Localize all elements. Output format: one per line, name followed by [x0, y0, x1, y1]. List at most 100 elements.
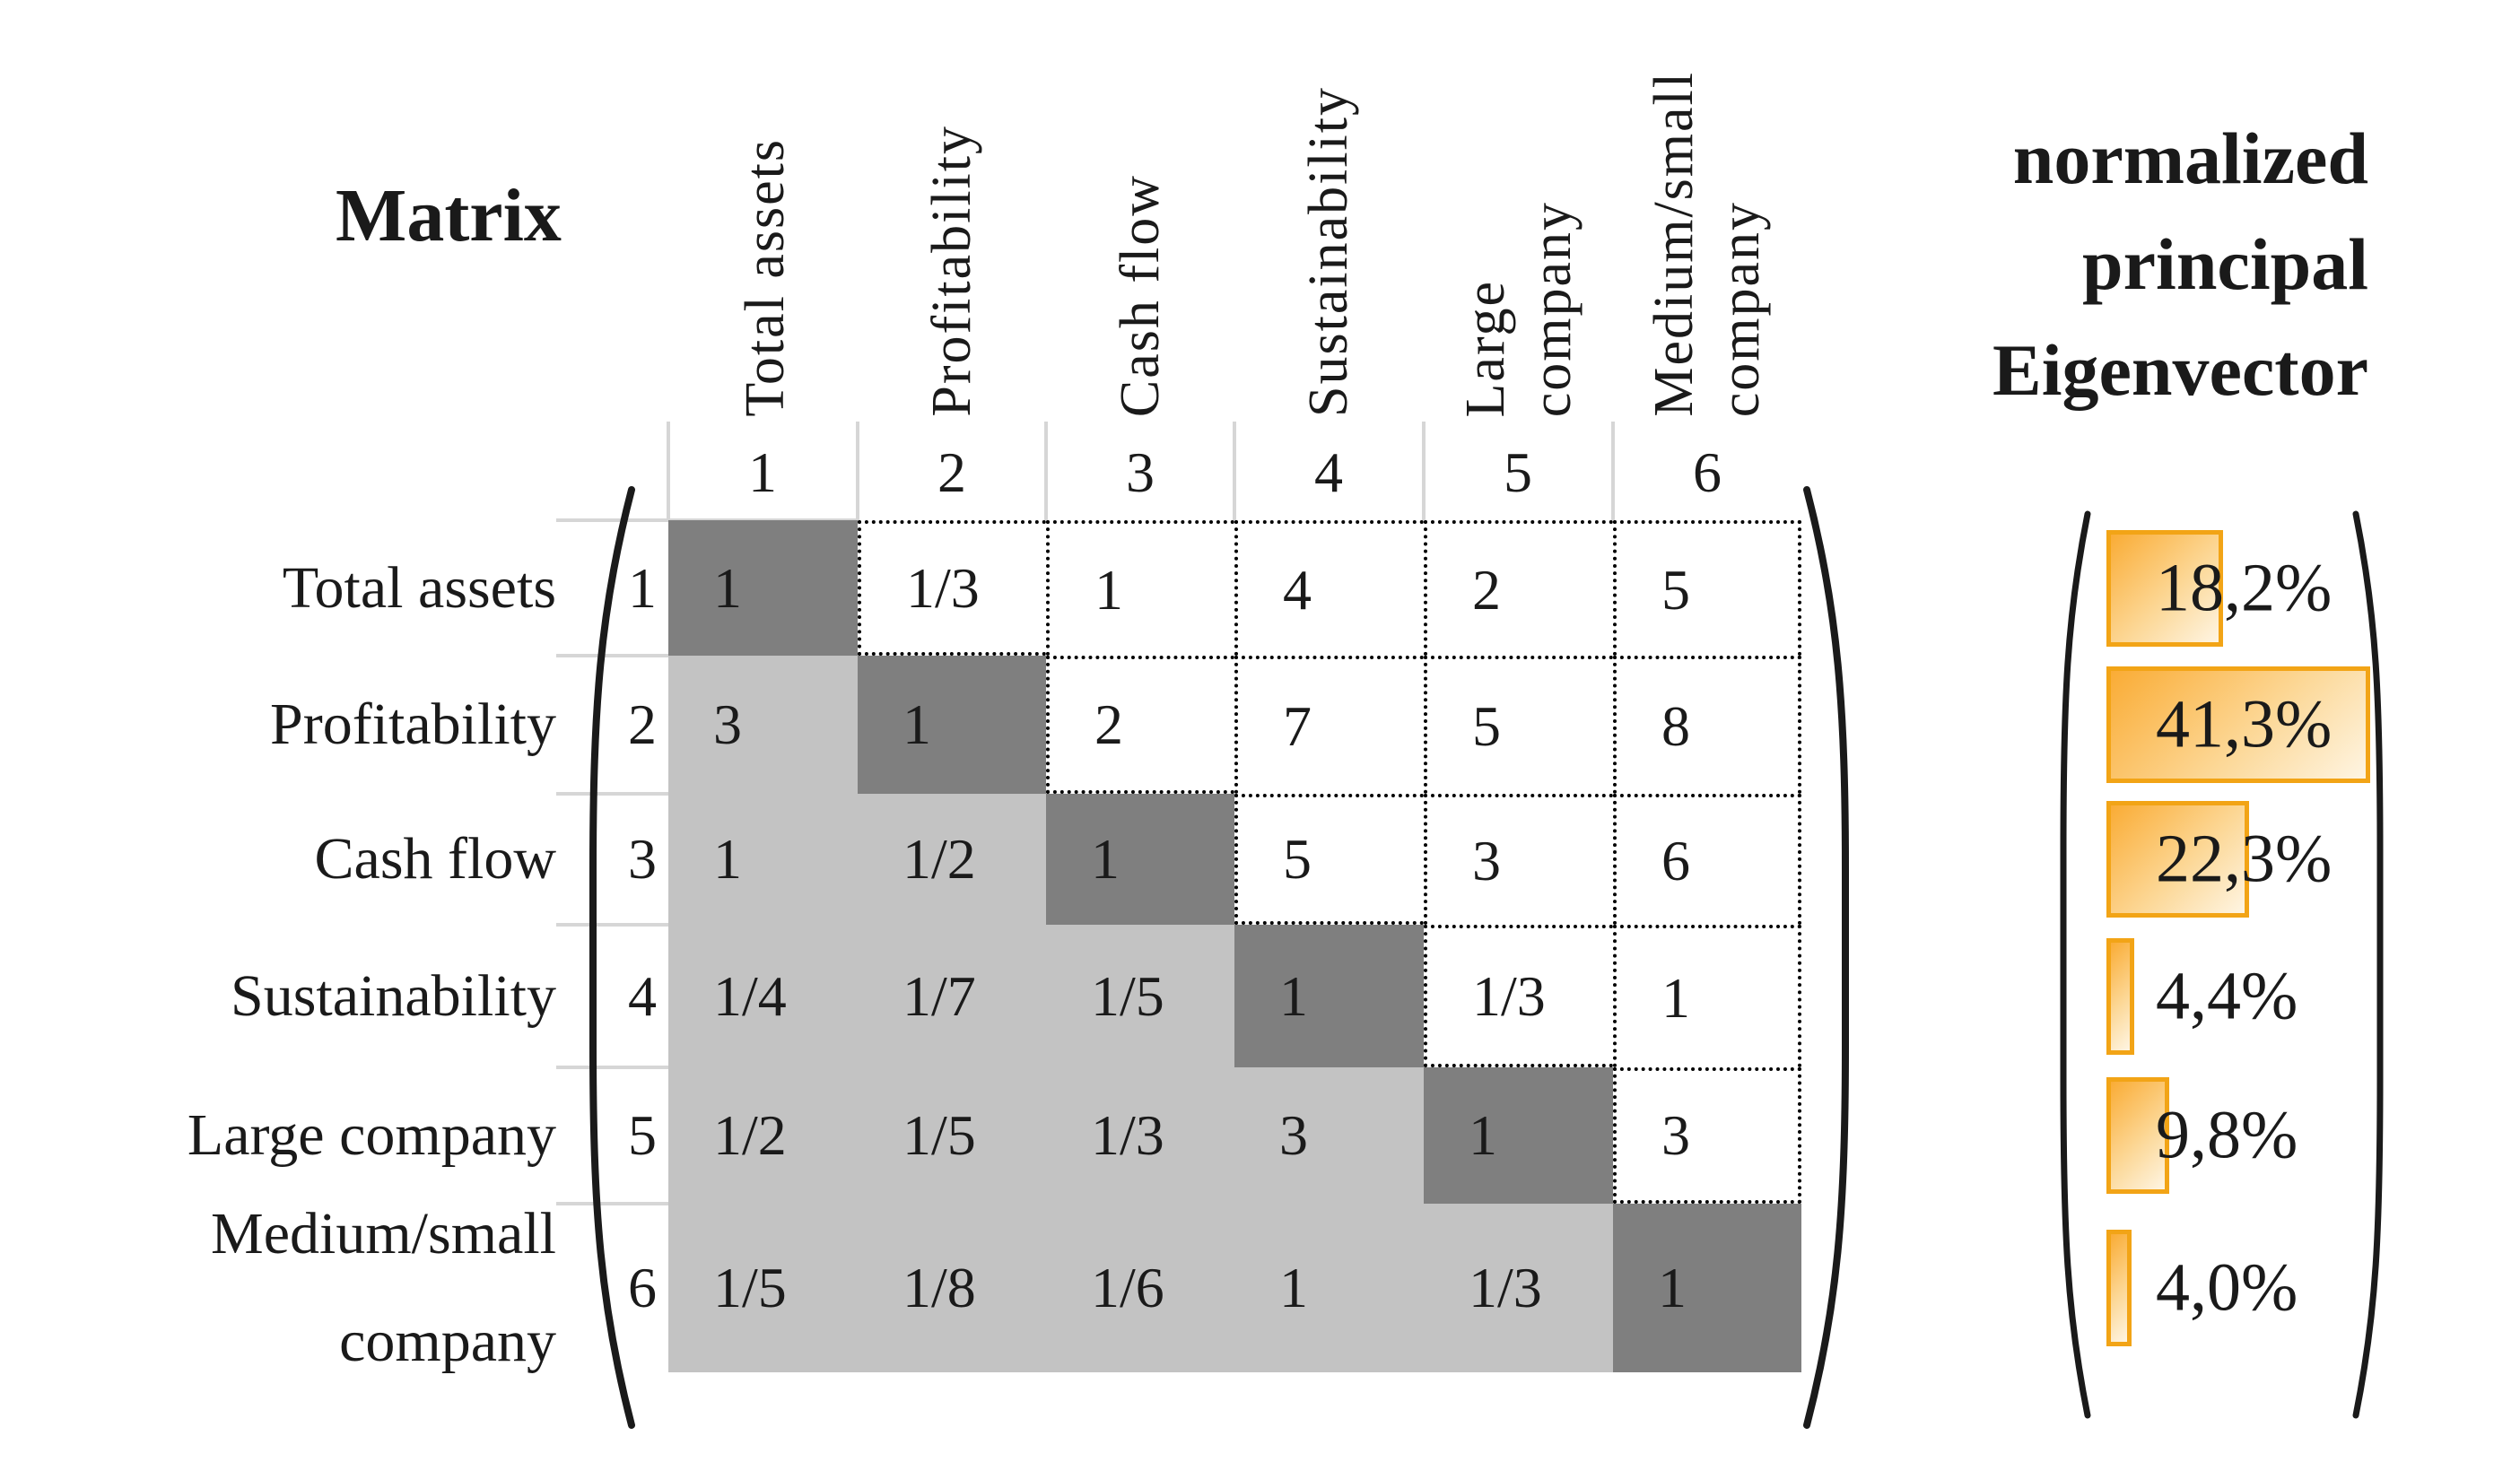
eigenvector-row: 41,3% — [2106, 656, 2376, 794]
eigenvector-title-line: principal — [2082, 223, 2368, 305]
matrix-cell: 1/5 — [668, 1204, 858, 1372]
row-index-1: 1 — [628, 555, 657, 620]
matrix-cell: 1 — [1234, 925, 1424, 1067]
matrix-cell: 1/7 — [858, 925, 1046, 1067]
row-index-3: 3 — [628, 827, 657, 891]
eigenvector-row: 4,0% — [2106, 1204, 2376, 1372]
header-separator-line — [1422, 422, 1426, 520]
eigenvector-title: normalized principal Eigenvector — [1884, 106, 2368, 423]
column-header-medium-small-company: Medium/small company — [1643, 71, 1771, 417]
matrix-cell: 1/2 — [858, 794, 1046, 925]
matrix-cell: 7 — [1234, 656, 1424, 794]
row-label-sustainability: Sustainability — [231, 962, 556, 1029]
matrix-cell: 1/2 — [668, 1067, 858, 1204]
row-label-cash-flow: Cash flow — [314, 826, 556, 892]
matrix-left-parenthesis — [585, 484, 639, 1431]
column-header-profitability: Profitability — [920, 125, 982, 417]
eigenvector-bar — [2106, 801, 2249, 918]
matrix-cell: 3 — [1234, 1067, 1424, 1204]
matrix-cell: 1 — [668, 794, 858, 925]
eigenvector-value: 4,4% — [2156, 958, 2298, 1033]
column-header-cash-flow: Cash flow — [1109, 173, 1171, 417]
matrix-cell: 1/5 — [1046, 925, 1234, 1067]
eigenvector-bar — [2106, 529, 2223, 647]
row-separator-line — [556, 792, 668, 796]
eigenvector-value: 9,8% — [2156, 1097, 2298, 1173]
matrix-cell: 1 — [1046, 794, 1234, 925]
matrix-cell: 2 — [1046, 656, 1234, 794]
matrix-title: Matrix — [336, 173, 562, 257]
eigenvector-bar — [2106, 937, 2134, 1055]
column-header-total-assets: Total assets — [734, 138, 796, 417]
header-separator-line — [856, 422, 859, 520]
matrix-cell: 3 — [668, 656, 858, 794]
matrix-cell: 2 — [1424, 520, 1613, 656]
row-separator-line — [556, 1066, 668, 1069]
matrix-cell: 1 — [668, 520, 858, 656]
column-header-large-company: Large company — [1454, 200, 1583, 417]
column-index-3: 3 — [1126, 440, 1155, 504]
eigenvector-row: 22,3% — [2106, 794, 2376, 925]
matrix-cell: 8 — [1613, 656, 1801, 794]
column-index-5: 5 — [1504, 440, 1532, 504]
row-separator-line — [556, 923, 668, 927]
matrix-cell: 4 — [1234, 520, 1424, 656]
eigenvector-right-parenthesis — [2350, 509, 2386, 1420]
header-separator-line — [1233, 422, 1236, 520]
comparison-matrix: 1 1/3 1 4 2 5 3 1 2 7 5 8 1 1/2 1 5 3 6 … — [668, 520, 1801, 1372]
eigenvector-bar — [2106, 1077, 2169, 1194]
matrix-cell: 1/4 — [668, 925, 858, 1067]
row-label-profitability: Profitability — [270, 692, 556, 757]
matrix-cell: 6 — [1613, 794, 1801, 925]
eigenvector-bar — [2106, 1230, 2132, 1346]
column-index-6: 6 — [1693, 440, 1722, 504]
row-index-2: 2 — [628, 692, 657, 756]
column-header-sustainability: Sustainability — [1297, 86, 1359, 417]
row-index-6: 6 — [628, 1256, 657, 1319]
matrix-cell: 1/8 — [858, 1204, 1046, 1372]
row-label-total-assets: Total assets — [282, 554, 556, 621]
matrix-cell: 1/3 — [1046, 1067, 1234, 1204]
matrix-right-parenthesis — [1800, 484, 1853, 1431]
matrix-cell: 5 — [1234, 794, 1424, 925]
header-separator-line — [667, 422, 670, 520]
matrix-cell: 1 — [1613, 925, 1801, 1067]
eigenvector-value: 4,0% — [2156, 1249, 2298, 1326]
matrix-cell: 1/3 — [1424, 1204, 1613, 1372]
eigenvector-value: 41,3% — [2156, 686, 2333, 762]
row-index-4: 4 — [628, 963, 657, 1028]
matrix-cell: 1/3 — [858, 520, 1046, 656]
eigenvector-row: 18,2% — [2106, 520, 2376, 656]
eigenvector-bar — [2106, 666, 2370, 783]
matrix-cell: 1 — [1234, 1204, 1424, 1372]
matrix-cell: 3 — [1613, 1067, 1801, 1204]
matrix-cell: 1 — [1613, 1204, 1801, 1372]
eigenvector-title-line: normalized — [2012, 117, 2368, 199]
matrix-cell: 5 — [1424, 656, 1613, 794]
eigenvector-value: 18,2% — [2156, 550, 2333, 625]
row-index-5: 5 — [628, 1103, 657, 1167]
matrix-cell: 3 — [1424, 794, 1613, 925]
matrix-cell: 5 — [1613, 520, 1801, 656]
column-index-1: 1 — [748, 440, 777, 504]
eigenvector-left-parenthesis — [2057, 509, 2093, 1420]
matrix-cell: 1/6 — [1046, 1204, 1234, 1372]
matrix-cell: 1/5 — [858, 1067, 1046, 1204]
column-index-4: 4 — [1314, 440, 1343, 504]
header-separator-line — [1611, 422, 1615, 520]
matrix-cell: 1/3 — [1424, 925, 1613, 1067]
eigenvector-title-line: Eigenvector — [1992, 329, 2368, 411]
matrix-cell: 1 — [1424, 1067, 1613, 1204]
matrix-cell: 1 — [1046, 520, 1234, 656]
eigenvector-value: 22,3% — [2156, 821, 2333, 897]
eigenvector-row: 4,4% — [2106, 925, 2376, 1067]
row-label-large-company: Large company — [187, 1102, 556, 1168]
row-separator-line — [556, 654, 668, 657]
header-separator-line — [1044, 422, 1048, 520]
row-label-medium-small-company: Medium/small company — [211, 1201, 556, 1374]
column-index-2: 2 — [937, 440, 966, 504]
matrix-cell: 1 — [858, 656, 1046, 794]
row-separator-line — [556, 1202, 668, 1205]
eigenvector-row: 9,8% — [2106, 1067, 2376, 1204]
